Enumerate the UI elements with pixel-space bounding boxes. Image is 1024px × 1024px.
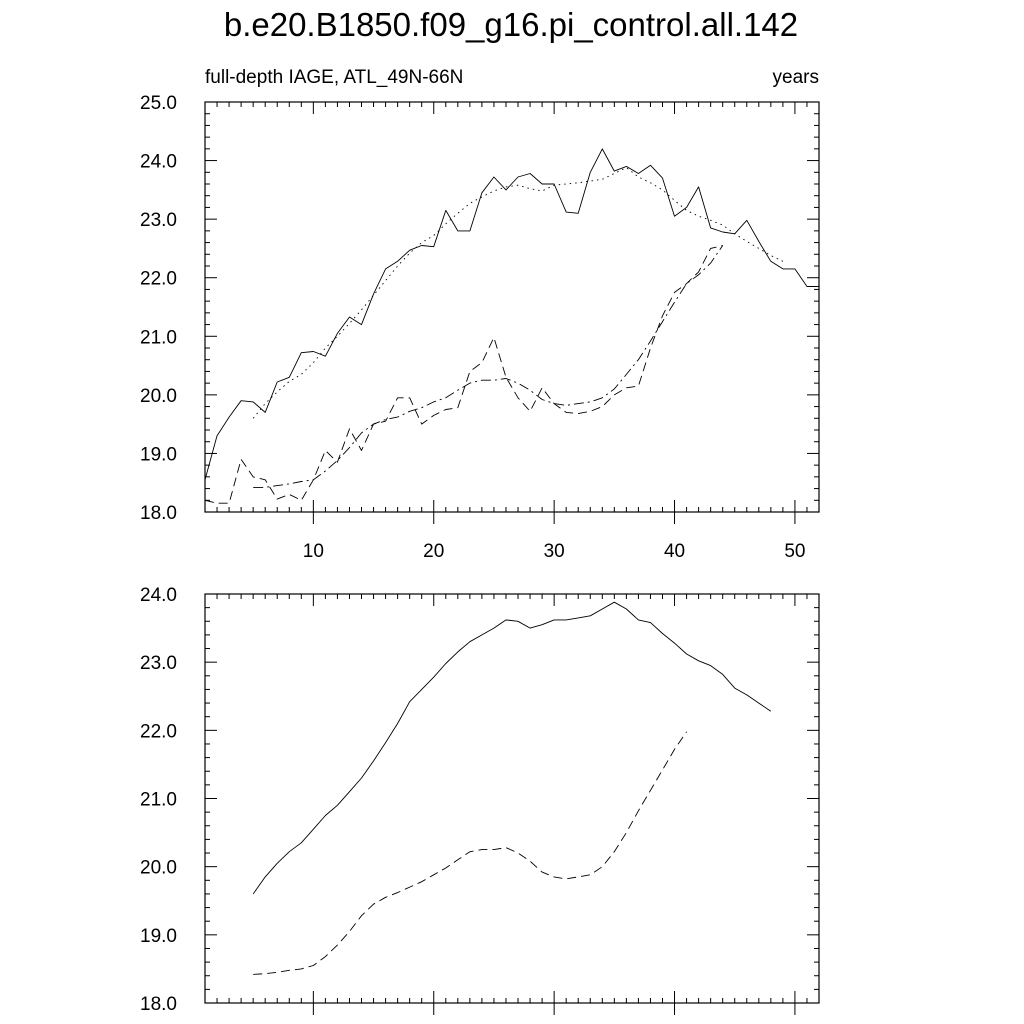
- bottom-panel: 18.0 19.0 20.0 21.0 22.0 23.0 24.0: [140, 585, 820, 1015]
- y-tick-label: 19.0: [140, 444, 177, 465]
- top-panel: 10 20 30 40 50 18.0 19.0 20.0 21.0 22.0 23.0 24.0 25…: [140, 93, 820, 562]
- y-tick-label: 18.0: [140, 994, 177, 1015]
- series-line-solid: [252, 601, 772, 895]
- series-line-solid: [204, 148, 819, 480]
- y-tick-label: 21.0: [140, 327, 177, 348]
- plot-frame: [204, 101, 820, 513]
- y-tick-label: 20.0: [140, 858, 177, 879]
- y-tick-label: 24.0: [140, 152, 177, 173]
- y-tick-label: 22.0: [140, 269, 177, 290]
- chart-title: b.e20.B1850.f09_g16.pi_control.all.142: [224, 6, 798, 43]
- x-tick-label: 20: [423, 541, 444, 562]
- chart-subtitle-left: full-depth IAGE, ATL_49N-66N: [205, 67, 463, 88]
- y-tick-label: 22.0: [140, 721, 177, 742]
- series-line-dashed: [204, 245, 723, 504]
- chart-subtitle-right: years: [773, 67, 819, 88]
- series-line-dotted: [252, 167, 784, 419]
- x-tick-label: 10: [303, 541, 324, 562]
- x-tick-label: 40: [664, 541, 685, 562]
- y-tick-label: 20.0: [140, 386, 177, 407]
- plot-frame: [204, 593, 820, 1004]
- y-tick-label: 19.0: [140, 926, 177, 947]
- y-tick-label: 23.0: [140, 210, 177, 231]
- series-line-dashed: [253, 731, 687, 975]
- y-tick-label: 18.0: [140, 503, 177, 524]
- y-tick-label: 21.0: [140, 790, 177, 811]
- y-tick-label: 23.0: [140, 653, 177, 674]
- series-line-dash-dot: [253, 245, 724, 488]
- y-tick-label: 24.0: [140, 585, 177, 606]
- x-tick-label: 30: [544, 541, 565, 562]
- x-tick-label: 50: [784, 541, 805, 562]
- y-tick-label: 25.0: [140, 93, 177, 114]
